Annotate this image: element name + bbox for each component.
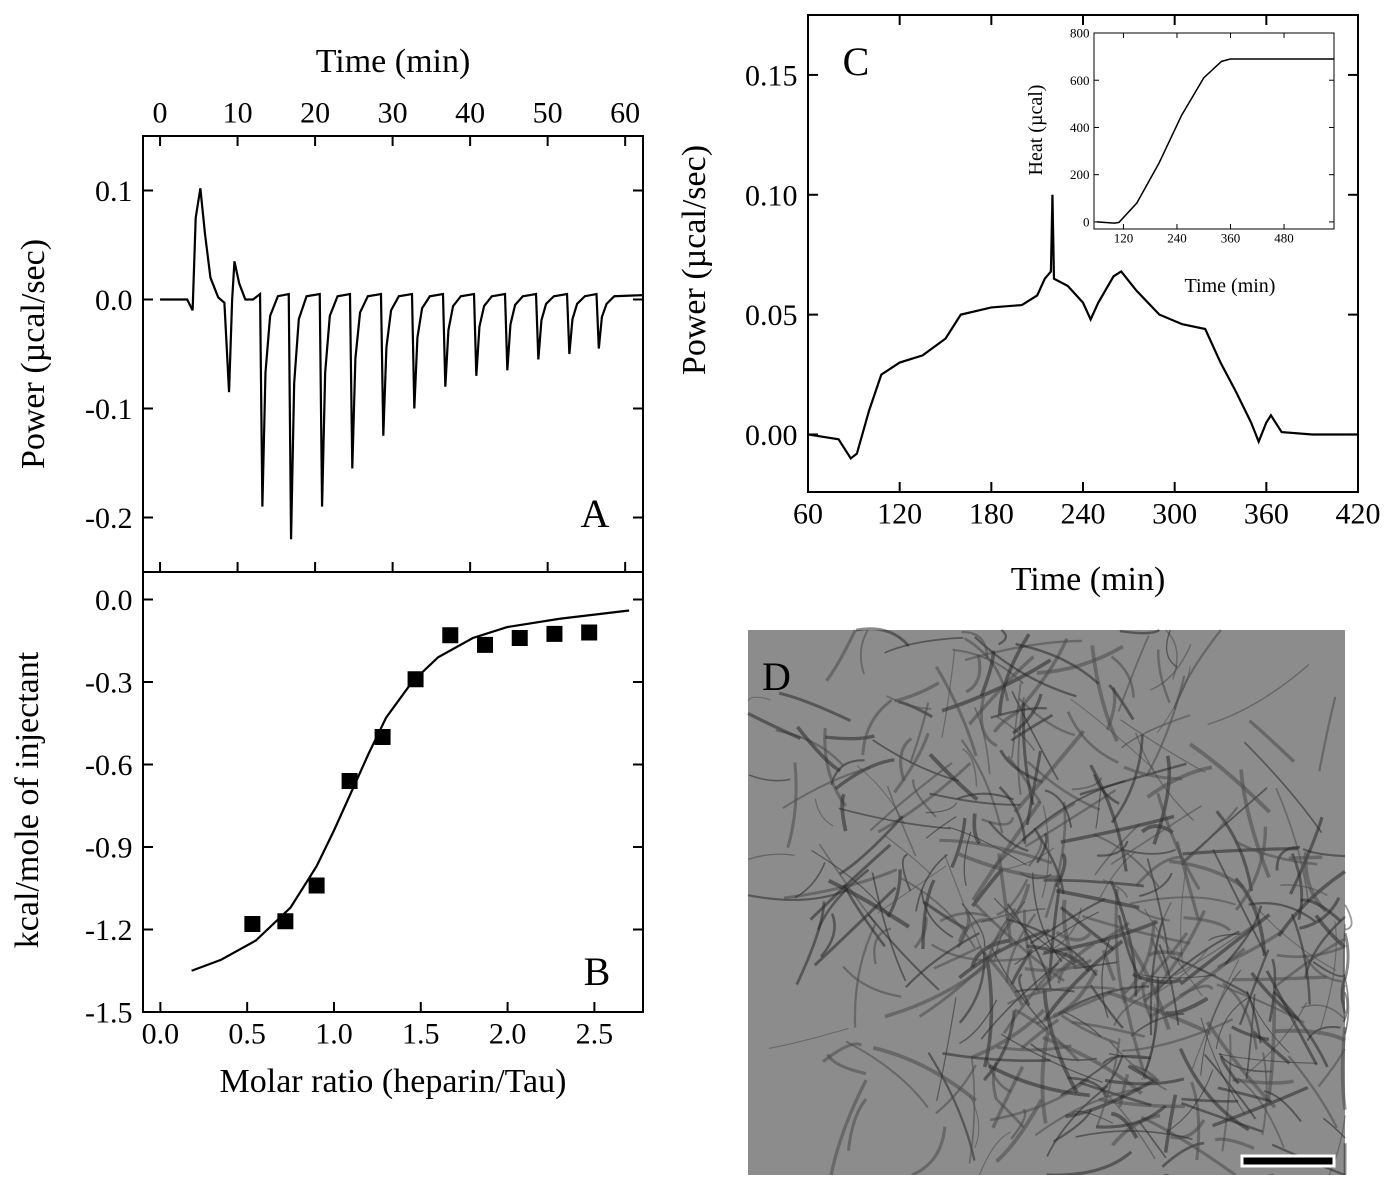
data-point bbox=[581, 625, 597, 641]
y-tick-label: 0.15 bbox=[745, 59, 798, 92]
y-tick-label: -0.3 bbox=[85, 667, 133, 700]
y-tick-label: -0.2 bbox=[85, 502, 133, 535]
x-tick-label: 0.5 bbox=[228, 1018, 266, 1051]
x-tick-label: 50 bbox=[533, 97, 563, 130]
data-point bbox=[244, 916, 260, 932]
y-tick-label: -0.6 bbox=[85, 749, 133, 782]
x-tick-label: 360 bbox=[1244, 498, 1289, 531]
inset-background bbox=[1094, 33, 1334, 229]
y-tick-label: 0.05 bbox=[745, 299, 798, 332]
y-axis-title: Heat (µcal) bbox=[1025, 85, 1047, 176]
x-axis-title: Time (min) bbox=[1011, 561, 1166, 598]
x-tick-label: 2.5 bbox=[576, 1018, 614, 1051]
panel-label: A bbox=[581, 491, 610, 536]
x-tick-label: 480 bbox=[1274, 231, 1294, 246]
y-tick-label: 400 bbox=[1070, 120, 1090, 135]
y-tick-label: 800 bbox=[1070, 26, 1090, 41]
y-tick-label: -0.1 bbox=[85, 393, 133, 426]
x-tick-label: 60 bbox=[610, 97, 640, 130]
x-tick-label: 300 bbox=[1152, 498, 1197, 531]
x-tick-label: 30 bbox=[378, 97, 408, 130]
x-axis-title: Time (min) bbox=[1185, 275, 1276, 297]
y-tick-label: -1.5 bbox=[85, 997, 133, 1030]
panel-label: B bbox=[584, 949, 611, 994]
tem-image bbox=[748, 629, 1352, 1175]
data-point bbox=[277, 913, 293, 929]
x-tick-label: 120 bbox=[1114, 231, 1134, 246]
x-axis-title: Time (min) bbox=[316, 43, 471, 80]
x-tick-label: 360 bbox=[1221, 231, 1241, 246]
data-point bbox=[442, 627, 458, 643]
y-tick-label: 0.0 bbox=[95, 284, 133, 317]
x-tick-label: 20 bbox=[300, 97, 330, 130]
y-tick-label: 0 bbox=[1083, 214, 1090, 229]
y-axis-title: Power (µcal/sec) bbox=[676, 145, 713, 375]
y-tick-label: -0.9 bbox=[85, 832, 133, 865]
scale-bar bbox=[1242, 1156, 1334, 1166]
x-tick-label: 10 bbox=[223, 97, 253, 130]
y-axis-title: Power (µcal/sec) bbox=[15, 239, 52, 469]
x-tick-label: 1.0 bbox=[315, 1018, 353, 1051]
y-tick-label: 600 bbox=[1070, 73, 1090, 88]
x-tick-label: 180 bbox=[969, 498, 1014, 531]
data-point bbox=[309, 878, 325, 894]
x-tick-label: 0 bbox=[153, 97, 168, 130]
x-tick-label: 0.0 bbox=[142, 1018, 180, 1051]
x-tick-label: 40 bbox=[455, 97, 485, 130]
y-tick-label: 0.10 bbox=[745, 179, 798, 212]
y-tick-label: 0.00 bbox=[745, 419, 798, 452]
x-tick-label: 420 bbox=[1336, 498, 1381, 531]
y-tick-label: 200 bbox=[1070, 167, 1090, 182]
data-point bbox=[477, 637, 493, 653]
data-point bbox=[546, 626, 562, 642]
y-tick-label: 0.0 bbox=[95, 584, 133, 617]
y-tick-label: -1.2 bbox=[85, 914, 133, 947]
x-tick-label: 240 bbox=[1167, 231, 1187, 246]
y-tick-label: 0.1 bbox=[95, 175, 133, 208]
x-axis-title: Molar ratio (heparin/Tau) bbox=[220, 1063, 567, 1100]
x-tick-label: 60 bbox=[793, 498, 823, 531]
x-tick-label: 240 bbox=[1061, 498, 1106, 531]
y-axis-title: kcal/mole of injectant bbox=[9, 651, 46, 948]
x-tick-label: 1.5 bbox=[402, 1018, 440, 1051]
data-point bbox=[512, 630, 528, 646]
x-tick-label: 2.0 bbox=[489, 1018, 527, 1051]
panel-label: C bbox=[843, 39, 870, 84]
panel-label: D bbox=[762, 654, 791, 699]
x-tick-label: 120 bbox=[877, 498, 922, 531]
